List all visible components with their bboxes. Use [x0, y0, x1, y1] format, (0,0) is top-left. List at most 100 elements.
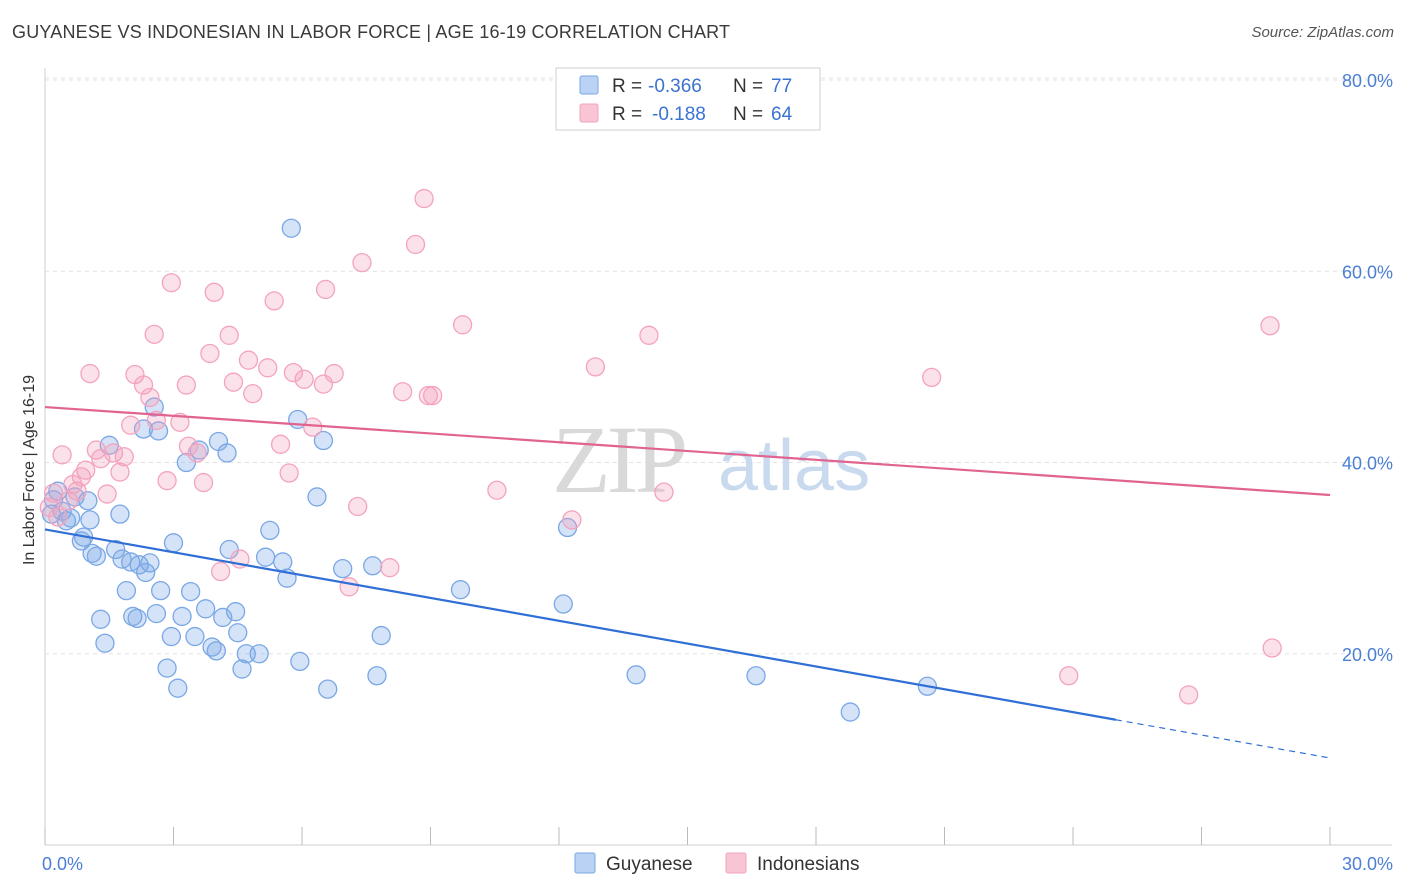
legend-swatch-guyanese: [579, 75, 599, 95]
point-indonesians-66: [1262, 638, 1282, 658]
point-indonesians-38: [264, 291, 284, 311]
point-guyanese-30: [150, 580, 171, 601]
legend-r-value-indonesians: -0.188: [652, 104, 706, 125]
point-indonesians-16: [121, 415, 141, 435]
point-indonesians-29: [200, 343, 220, 364]
trend-line-indonesians: [44, 405, 1331, 497]
series-legend-swatch-guyanese: [574, 852, 596, 874]
point-guyanese-52: [255, 547, 276, 567]
point-indonesians-14: [110, 462, 130, 482]
point-guyanese-58: [290, 651, 310, 672]
point-guyanese-22: [127, 608, 147, 629]
point-guyanese-32: [161, 626, 182, 647]
x-tick-labels: 0.0% 30.0%: [42, 854, 1393, 874]
point-indonesians-63: [1059, 666, 1079, 686]
y-tick-label-2: 60.0%: [1342, 262, 1393, 282]
point-indonesians-12: [97, 484, 117, 504]
point-guyanese-35: [172, 606, 192, 627]
legend-swatch-indonesians: [579, 103, 599, 123]
point-guyanese-60: [313, 430, 334, 451]
point-indonesians-58: [562, 510, 582, 530]
point-guyanese-10: [80, 510, 100, 530]
point-indonesians-55: [422, 385, 443, 406]
point-indonesians-30: [204, 282, 224, 302]
point-indonesians-1: [43, 483, 64, 503]
point-guyanese-66: [450, 580, 471, 600]
point-guyanese-28: [146, 603, 167, 624]
point-guyanese-61: [318, 679, 338, 699]
point-indonesians-47: [339, 577, 359, 597]
point-indonesians-52: [405, 234, 426, 255]
point-indonesians-57: [487, 480, 507, 500]
legend-r-label-guyanese: R =: [612, 76, 642, 97]
point-indonesians-48: [348, 496, 368, 517]
point-indonesians-31: [210, 561, 231, 582]
point-guyanese-48: [228, 623, 248, 643]
point-indonesians-25: [176, 375, 197, 395]
trend-lines: [44, 405, 1331, 759]
point-guyanese-54: [273, 552, 293, 572]
point-indonesians-23: [161, 273, 182, 293]
point-guyanese-14: [95, 633, 115, 653]
trend-extension-guyanese: [1115, 719, 1331, 759]
point-indonesians-45: [315, 279, 336, 300]
point-guyanese-33: [163, 533, 184, 553]
point-indonesians-53: [414, 188, 434, 209]
point-guyanese-46: [219, 539, 239, 560]
point-indonesians-3: [52, 445, 72, 465]
point-guyanese-59: [307, 487, 327, 507]
point-guyanese-70: [746, 666, 766, 686]
point-indonesians-37: [258, 358, 278, 378]
point-guyanese-53: [260, 520, 280, 541]
point-indonesians-54: [418, 385, 439, 406]
point-indonesians-60: [639, 325, 659, 345]
series-legend: Guyanese Indonesians: [574, 852, 859, 875]
point-guyanese-56: [281, 218, 301, 238]
point-indonesians-46: [324, 363, 344, 384]
point-indonesians-28: [193, 472, 214, 493]
series-legend-label-indonesians: Indonesians: [757, 854, 859, 875]
point-guyanese-64: [371, 625, 391, 646]
point-indonesians-39: [270, 434, 291, 454]
point-indonesians-62: [922, 367, 942, 388]
point-indonesians-24: [170, 412, 190, 432]
point-indonesians-49: [352, 252, 372, 273]
point-guyanese-12: [86, 546, 107, 566]
y-tick-label-3: 80.0%: [1342, 71, 1393, 91]
point-indonesians-19: [140, 387, 160, 408]
point-guyanese-38: [185, 626, 205, 647]
point-indonesians-13: [103, 443, 124, 463]
point-guyanese-36: [176, 452, 197, 473]
watermark-zip: ZIP: [552, 406, 685, 513]
series-legend-swatch-indonesians: [725, 852, 747, 874]
point-indonesians-42: [294, 369, 314, 389]
point-indonesians-51: [393, 382, 413, 402]
point-indonesians-33: [223, 372, 244, 392]
point-guyanese-17: [110, 504, 130, 524]
point-indonesians-6: [67, 481, 87, 501]
point-guyanese-67: [553, 594, 573, 614]
legend-n-label-indonesians: N =: [733, 104, 763, 125]
point-indonesians-36: [243, 383, 263, 404]
point-indonesians-64: [1179, 685, 1199, 705]
point-guyanese-65: [367, 666, 387, 686]
x-tick-label-1: 30.0%: [1342, 854, 1393, 874]
point-guyanese-49: [232, 659, 252, 679]
point-guyanese-13: [91, 609, 111, 629]
stats-legend: R = -0.366 N = 77 R = -0.188 N = 64: [555, 67, 821, 131]
point-indonesians-40: [279, 463, 299, 483]
point-indonesians-41: [283, 362, 304, 383]
watermark-atlas: atlas: [718, 426, 870, 506]
point-guyanese-16: [106, 539, 126, 560]
point-guyanese-42: [206, 641, 226, 661]
source-label: Source: ZipAtlas.com: [1251, 24, 1394, 41]
point-guyanese-8: [78, 491, 98, 511]
legend-r-value-guyanese: -0.366: [648, 76, 702, 97]
legend-box: [555, 67, 821, 131]
y-tick-labels: 20.0% 40.0% 60.0% 80.0%: [1342, 71, 1393, 665]
legend-r-label-indonesians: R =: [612, 104, 642, 125]
y-tick-label-1: 40.0%: [1342, 454, 1393, 474]
trend-line-guyanese: [44, 528, 1117, 721]
point-indonesians-18: [133, 375, 154, 395]
